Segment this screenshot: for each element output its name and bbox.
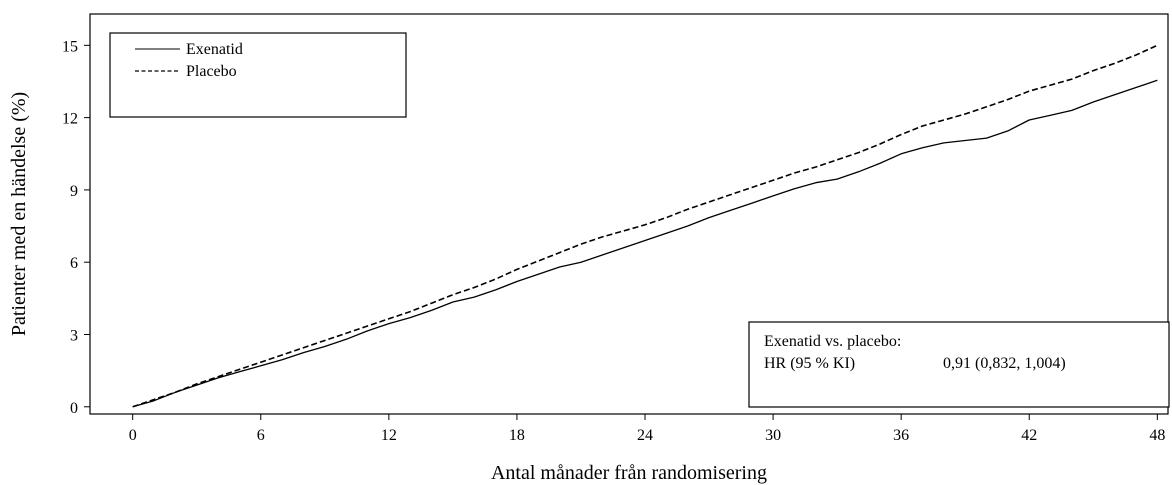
x-tick-label: 24 bbox=[637, 427, 653, 444]
y-tick-label: 15 bbox=[62, 38, 78, 55]
x-axis: 0 6 12 18 24 30 36 42 48 bbox=[129, 414, 1165, 444]
plot-frame bbox=[89, 13, 1169, 415]
x-tick-label: 18 bbox=[509, 427, 525, 444]
x-axis-label: Antal månader från randomisering bbox=[491, 462, 767, 484]
series-line-placebo bbox=[132, 44, 1158, 408]
x-tick-label: 48 bbox=[1149, 427, 1165, 444]
y-axis-label: Patienter med en händelse (%) bbox=[8, 92, 30, 336]
annotation-line1: Exenatid vs. placebo: bbox=[764, 333, 901, 350]
x-tick-label: 12 bbox=[381, 427, 397, 444]
annotation-box bbox=[748, 321, 1170, 408]
y-tick-label: 3 bbox=[70, 327, 78, 344]
annotation-hr-label: HR (95 % KI) bbox=[764, 355, 855, 372]
legend-box bbox=[109, 32, 407, 118]
legend-entry-placebo: Placebo bbox=[186, 63, 237, 80]
y-tick-label: 0 bbox=[70, 400, 78, 417]
x-tick-label: 6 bbox=[257, 427, 265, 444]
x-tick-label: 42 bbox=[1021, 427, 1037, 444]
legend: Exenatid Placebo bbox=[109, 32, 407, 118]
x-tick-label: 30 bbox=[765, 427, 781, 444]
x-tick-label: 0 bbox=[129, 427, 137, 444]
legend-entry-exenatid: Exenatid bbox=[186, 41, 243, 58]
y-tick-label: 12 bbox=[62, 111, 78, 128]
annotation-hr-value: 0,91 (0,832, 1,004) bbox=[943, 355, 1066, 372]
series-layer bbox=[132, 44, 1158, 408]
hazard-ratio-annotation: Exenatid vs. placebo: HR (95 % KI) 0,91 … bbox=[748, 321, 1170, 408]
y-tick-label: 9 bbox=[70, 183, 78, 200]
y-tick-label: 6 bbox=[70, 255, 78, 272]
series-line-exenatid bbox=[132, 79, 1158, 408]
x-tick-label: 36 bbox=[893, 427, 909, 444]
y-axis: 0 3 6 9 12 15 bbox=[62, 38, 90, 417]
